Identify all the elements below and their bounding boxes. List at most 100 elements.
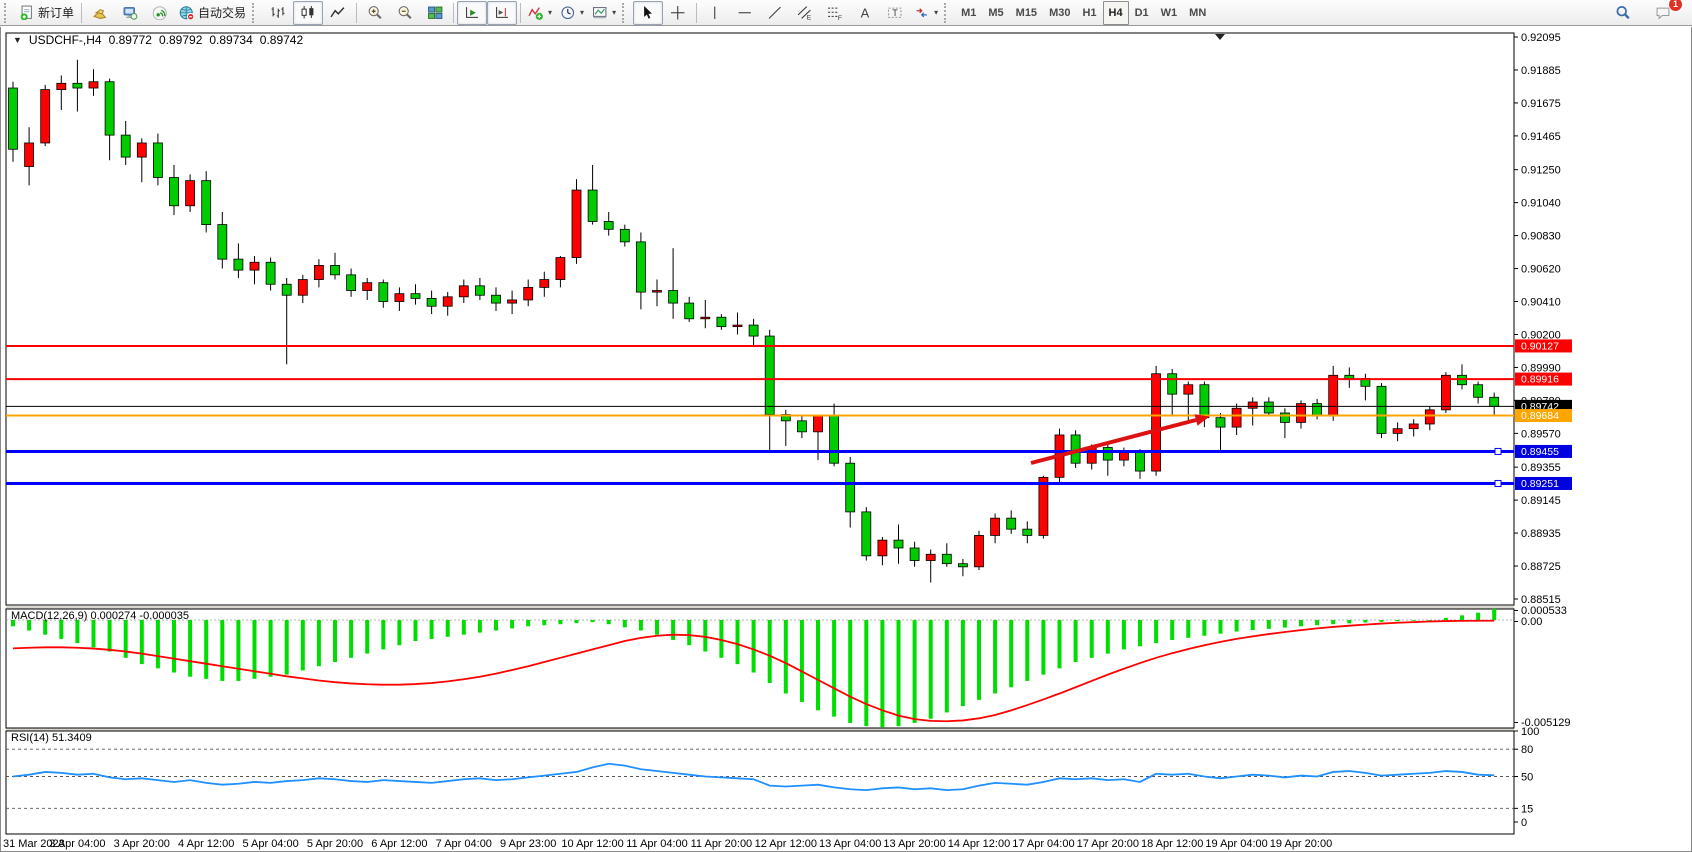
terminal-button[interactable] <box>115 1 145 25</box>
chevron-down-icon[interactable]: ▾ <box>580 8 585 17</box>
date-tick-label: 5 Apr 20:00 <box>307 838 363 850</box>
vertical-line-button[interactable] <box>700 1 730 25</box>
zoomin-icon <box>368 6 382 19</box>
auto-scroll-button[interactable] <box>457 0 488 25</box>
crosshair-button[interactable] <box>663 1 693 25</box>
collapse-triangle-icon[interactable]: ▼ <box>13 35 22 45</box>
arrows-button[interactable]: ▾ <box>910 1 942 25</box>
timeframe-button-d1[interactable]: D1 <box>1134 6 1149 19</box>
price-tag-text: 0.89916 <box>1521 374 1559 386</box>
rsi-tick-label: 100 <box>1521 726 1539 738</box>
macd-tick-label: 0.00 <box>1521 616 1542 628</box>
terminal-icon <box>123 7 138 20</box>
toolbar-drag-handle[interactable] <box>252 2 259 23</box>
toolbar-drag-handle[interactable] <box>622 2 629 23</box>
price-tick-label: 0.88935 <box>1521 528 1561 540</box>
macd-tick-label: -0.005129 <box>1521 717 1571 729</box>
templates-button[interactable]: ▾ <box>588 1 620 25</box>
timeframe-button-m5[interactable]: M5 <box>988 6 1004 19</box>
timeframe-button-w1[interactable]: W1 <box>1160 6 1178 19</box>
textA-icon: A <box>861 5 870 20</box>
support-line-2-handle[interactable] <box>1494 479 1502 487</box>
chart-canvas[interactable]: 0.92095 0.91885 0.91675 0.91465 0.91250 0.910… <box>1 27 1692 852</box>
toolbar-separator <box>453 2 455 23</box>
rsi-tick-label: 80 <box>1521 744 1533 756</box>
price-tag-text: 0.89455 <box>1521 446 1559 458</box>
auto-trading-button[interactable]: 自动交易 <box>175 1 250 25</box>
chevron-down-icon[interactable]: ▾ <box>612 8 617 17</box>
tile-windows-button[interactable] <box>420 1 450 25</box>
price-tick-label: 0.91885 <box>1521 65 1561 77</box>
timeframe-button-h1[interactable]: H1 <box>1082 6 1097 19</box>
bar-chart-button[interactable] <box>263 1 293 25</box>
trendline-button[interactable] <box>760 1 790 25</box>
clock-icon <box>561 6 575 20</box>
indicators-button[interactable]: ▾ <box>524 1 556 25</box>
price-axis[interactable]: 0.92095 0.91885 0.91675 0.91465 0.91250 0.910… <box>1514 32 1561 606</box>
price-tick-label: 0.90200 <box>1521 329 1561 341</box>
pivot-line-orange-price-tag <box>1515 408 1572 422</box>
toolbar-drag-handle[interactable] <box>4 2 11 23</box>
fibo-icon: F <box>828 7 842 20</box>
resistance-line-1-price-tag <box>1515 339 1572 353</box>
signal-button[interactable] <box>145 1 175 25</box>
support-line-1-handle[interactable] <box>1494 447 1502 455</box>
price-tick-label: 0.89145 <box>1521 495 1561 507</box>
rsi-axis[interactable]: 100 80 50 15 0 <box>1514 726 1539 829</box>
fibonacci-button[interactable]: F <box>820 1 850 25</box>
notifications-button[interactable]: 1 <box>1648 0 1683 25</box>
new-order-button[interactable]: 新订单 <box>15 1 78 25</box>
chevron-down-icon[interactable]: ▾ <box>934 8 939 17</box>
cursor-button[interactable] <box>633 0 664 25</box>
timeframe-button-m1[interactable]: M1 <box>961 6 977 19</box>
timeframe-button-m15[interactable]: M15 <box>1015 6 1038 19</box>
zoom-in-button[interactable] <box>360 1 390 25</box>
rsi-tick-label: 0 <box>1521 817 1527 829</box>
text-button[interactable]: A <box>850 1 880 25</box>
chart-shift-button[interactable] <box>487 0 518 25</box>
date-tick-label: 7 Apr 04:00 <box>436 838 492 850</box>
periods-button[interactable]: ▾ <box>556 1 588 25</box>
text-label-button[interactable]: T <box>880 1 910 25</box>
price-tag-text: 0.90127 <box>1521 340 1559 352</box>
svg-text:T: T <box>892 8 898 18</box>
tile-icon <box>428 6 443 19</box>
zoomout-icon <box>398 6 412 19</box>
globe-icon <box>179 6 195 20</box>
search-button[interactable] <box>1608 1 1638 25</box>
horizontal-level-lines <box>6 344 1514 487</box>
price-tick-label: 0.91465 <box>1521 131 1561 143</box>
svg-text:F: F <box>838 15 842 20</box>
timeframe-button-mn[interactable]: MN <box>1189 6 1207 19</box>
toolbar-drag-handle[interactable] <box>944 2 951 23</box>
notification-badge: 1 <box>1668 0 1683 12</box>
svg-text:A: A <box>861 5 870 20</box>
rsi-indicator-label: RSI(14) 51.3409 <box>11 732 92 744</box>
horizontal-line-button[interactable] <box>730 1 760 25</box>
template-icon <box>593 7 607 19</box>
chevron-down-icon[interactable]: ▾ <box>548 8 553 17</box>
zoom-out-button[interactable] <box>390 1 420 25</box>
timeframe-button-m30[interactable]: M30 <box>1049 6 1071 19</box>
date-tick-label: 10 Apr 12:00 <box>561 838 623 850</box>
trend-arrow-annotation[interactable] <box>1030 414 1210 465</box>
new-order-button-label: 新订单 <box>38 6 75 20</box>
macd-panel <box>6 608 1514 728</box>
timeframe-button-h4[interactable]: H4 <box>1102 0 1129 25</box>
charts-button[interactable] <box>85 1 115 25</box>
date-tick-label: 17 Apr 04:00 <box>1012 838 1074 850</box>
price-tick-label: 0.88725 <box>1521 561 1561 573</box>
candlestick-chart-button[interactable] <box>293 0 324 25</box>
linechart-icon <box>330 7 345 18</box>
autoscroll-icon <box>466 7 478 18</box>
date-tick-label: 4 Apr 12:00 <box>178 838 234 850</box>
search-icon <box>1616 5 1630 20</box>
channel-button[interactable]: E <box>790 1 820 25</box>
date-tick-label: 11 Apr 20:00 <box>691 838 753 850</box>
line-chart-button[interactable] <box>323 1 353 25</box>
chart-shift-marker[interactable] <box>1215 34 1225 40</box>
toolbar-separator <box>81 2 83 23</box>
date-tick-label: 13 Apr 04:00 <box>819 838 881 850</box>
